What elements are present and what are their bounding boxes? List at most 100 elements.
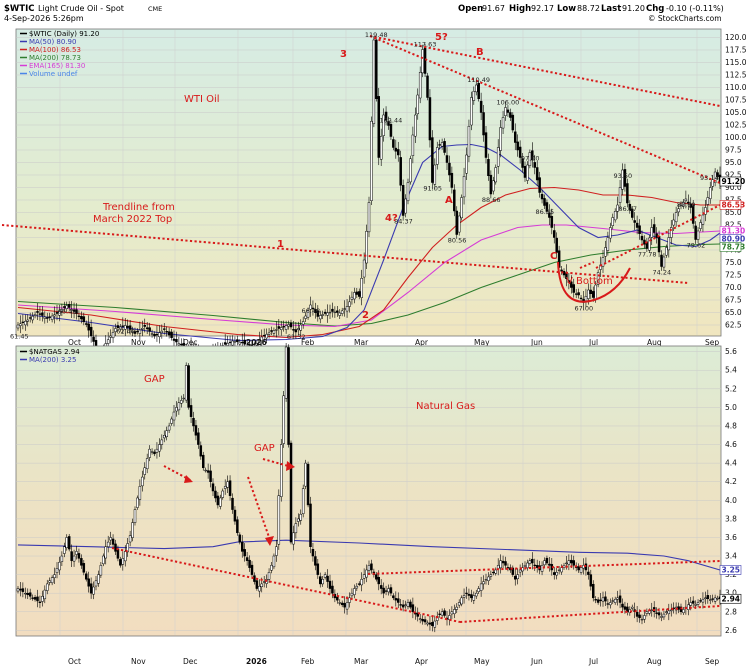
ng-candle [155,448,159,453]
x-tick-label: Oct [68,338,81,347]
y-tick-label: 75.0 [725,258,742,267]
ng-candle [450,611,454,615]
wti-candle [672,219,675,226]
v-bottom-arc [557,261,631,303]
wti-candle [367,202,371,233]
wti-candle [309,304,312,310]
y-tick-label: 4.0 [725,496,737,505]
wti-candle [63,306,66,308]
wti-candle [423,47,427,74]
header-open-label: Open [458,4,483,14]
price-label: 61.32 [287,333,306,341]
y-tick-label: 4.8 [725,421,737,430]
wti-candle [579,297,583,300]
wti-candle [553,230,556,238]
ng-candle [596,599,600,603]
wti-candle [397,149,400,156]
ng-candle [518,569,522,573]
wti-candle [487,159,490,177]
wti-candle [399,157,402,186]
ng-candle [245,557,249,561]
ng-candle [409,601,412,608]
annotation: 5? [435,32,448,43]
ng-candle [475,592,478,597]
ng-candle [72,555,76,562]
y-tick-label: 3.8 [725,514,737,523]
ng-candle [523,565,527,567]
wti-candle [172,338,176,341]
wti-candle [531,150,534,161]
price-label: 119.48 [365,31,388,39]
header-low-label: Low [557,4,576,14]
header-date: 4-Sep-2026 5:26pm [4,14,84,23]
wti-candle [609,227,612,239]
wti-candle [338,312,341,316]
wti-candle [141,328,144,330]
gap-arrowhead [286,461,295,471]
wti-candle [85,323,88,325]
wti-candle [31,316,34,321]
legend-entry: EMA(165) 81.30 [29,62,85,70]
wti-candle [460,197,463,219]
gap-arrowhead [265,536,274,546]
ng-candle [111,538,115,545]
ng-candle [24,592,27,595]
ng-candle [233,509,237,522]
x-tick-label: Jun [530,338,543,347]
ng-candle [331,585,334,594]
ng-candle [553,572,556,575]
ng-candle [533,564,536,567]
price-label: 86.35 [536,208,555,216]
ng-candle [128,535,132,543]
wti-candle [331,308,334,312]
ng-trendlines [111,458,721,623]
ng-candle [655,612,658,614]
ng-candle [41,596,44,602]
ng-candle [231,497,234,510]
wti-candle [33,314,37,316]
x-tick-label: 2026 [246,338,267,347]
wti-candle [375,39,378,99]
ng-candle [70,551,73,561]
x-tick-label: Jul [588,657,598,666]
ng-candle [97,574,100,584]
ng-candle [609,602,612,606]
price-label: 62.40 [116,328,135,336]
wti-candle [628,203,632,211]
y-tick-label: 2.6 [725,626,737,635]
ng-candle [421,618,424,622]
ng-candle [314,556,317,566]
ng-candle [126,543,129,553]
ng-candle [367,565,371,571]
ng-candle [601,597,605,602]
ng-candle [465,592,468,595]
y-tick-label: 112.5 [725,71,747,80]
bottom-x-axis: Oct Nov Dec 2026 Feb Mar Apr May Jun Jul Aug Sep [68,657,719,666]
ng-candle [343,603,346,608]
wti-candle [46,317,49,319]
price-label: 74.24 [653,268,672,276]
wti-candle [465,154,468,174]
wti-candle [65,305,68,309]
wti-candle [16,324,20,329]
wti-candle [75,309,78,314]
ng-candle [28,592,32,597]
ng-candle [182,397,185,400]
ng-candle [206,470,210,473]
ng-candle [516,574,519,580]
ng-candle [594,599,597,601]
header-high: 92.17 [531,4,554,13]
wti-price-labels: 61.4566.4262.4056.3154.9861.3266.48119.4… [10,31,719,373]
wti-candle [294,329,298,333]
ng-candle [711,598,714,600]
x-tick-label: Mar [354,657,369,666]
ng-annotations: Natural Gas GAP GAP [144,374,475,454]
wti-candle [631,208,634,218]
wti-candle [109,335,112,338]
wti-candle [535,167,539,181]
ng-candle [55,568,59,573]
y-tick-label: 102.5 [725,121,747,130]
y-tick-label: 2.8 [725,607,737,616]
header-symbol: $WTIC [4,4,35,14]
